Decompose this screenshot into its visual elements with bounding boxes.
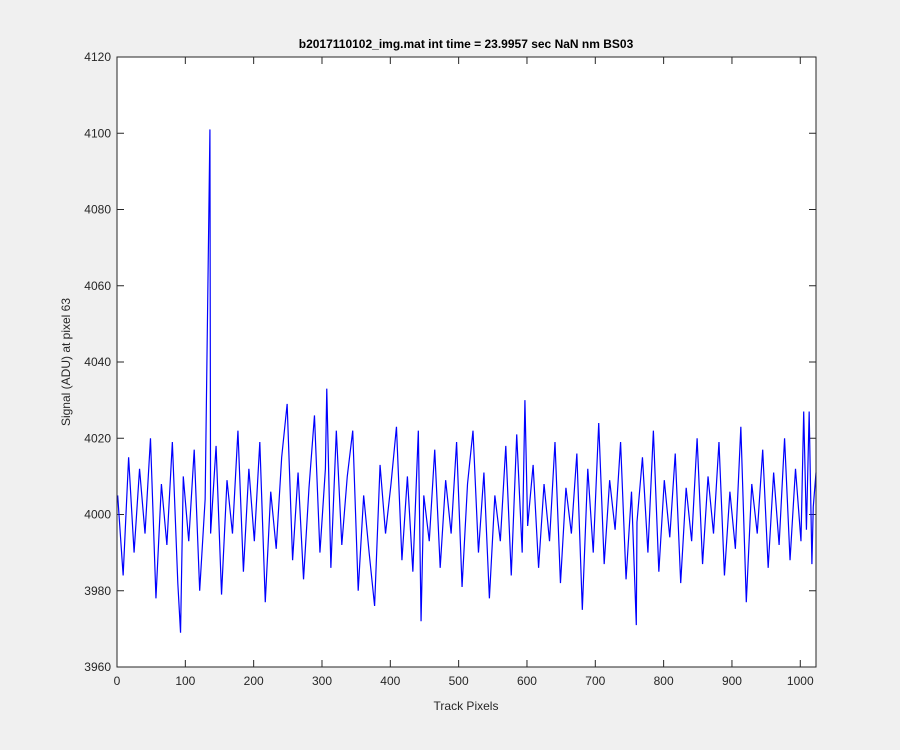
- x-tick-label: 800: [654, 674, 674, 688]
- x-tick-label: 200: [244, 674, 264, 688]
- y-tick-label: 4040: [84, 355, 111, 369]
- x-tick-label: 100: [175, 674, 195, 688]
- x-tick-label: 400: [380, 674, 400, 688]
- axes-box: [116, 56, 817, 668]
- x-tick-label: 1000: [787, 674, 814, 688]
- x-tick-label: 900: [722, 674, 742, 688]
- x-tick-label: 0: [114, 674, 121, 688]
- chart-title: b2017110102_img.mat int time = 23.9957 s…: [299, 37, 634, 51]
- y-tick-label: 4000: [84, 508, 111, 522]
- x-tick-label: 700: [585, 674, 605, 688]
- x-tick-label: 500: [449, 674, 469, 688]
- y-axis-label: Signal (ADU) at pixel 63: [59, 298, 73, 426]
- y-tick-label: 4080: [84, 203, 111, 217]
- x-tick-label: 600: [517, 674, 537, 688]
- y-tick-label: 4060: [84, 279, 111, 293]
- data-line: [117, 129, 817, 633]
- y-tick-label: 4020: [84, 431, 111, 445]
- y-tick-label: 4100: [84, 126, 111, 140]
- x-axis-label: Track Pixels: [434, 699, 499, 713]
- plot-area: [117, 57, 816, 667]
- x-tick-label: 300: [312, 674, 332, 688]
- y-tick-label: 4120: [84, 50, 111, 64]
- y-tick-label: 3960: [84, 660, 111, 674]
- y-tick-label: 3980: [84, 584, 111, 598]
